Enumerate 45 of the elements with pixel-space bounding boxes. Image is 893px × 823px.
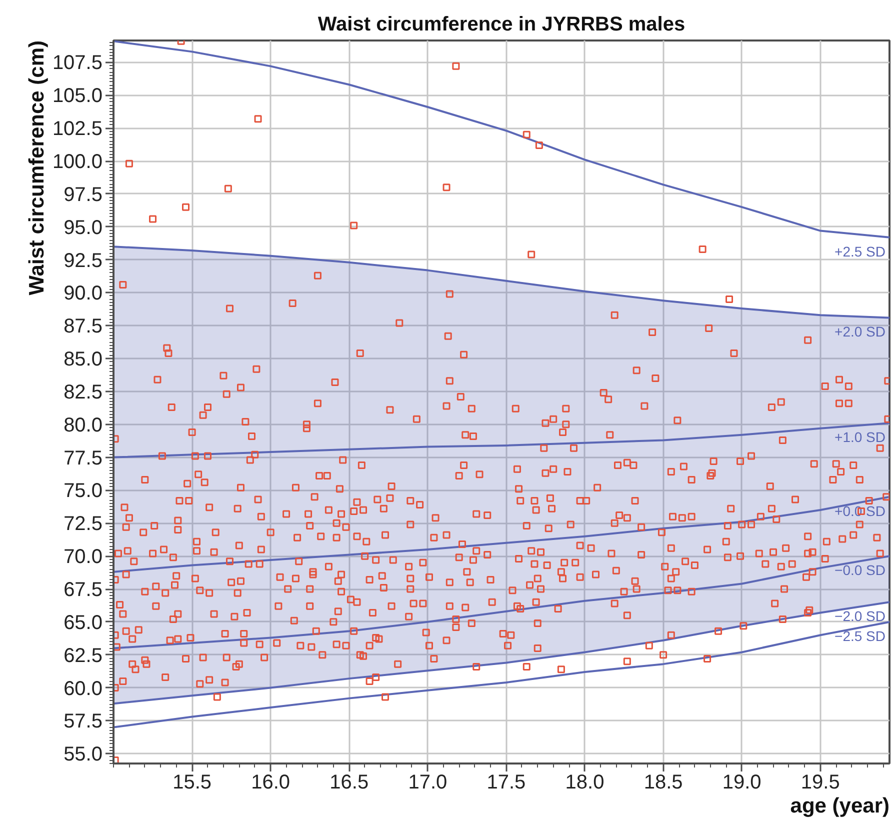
- y-tick-label: 55.0: [64, 744, 103, 766]
- y-tick-label: 70.0: [64, 546, 103, 568]
- x-tick-label: 18.0: [565, 772, 604, 794]
- y-tick-label: 90.0: [64, 282, 103, 305]
- series-label: +2.0 SD: [834, 324, 886, 340]
- y-tick-label: 67.5: [64, 579, 103, 602]
- y-tick-label: 102.5: [52, 118, 103, 140]
- chart-title: Waist circumference in JYRRBS males: [318, 14, 686, 36]
- y-tick-label: 92.5: [64, 250, 103, 272]
- y-tick-label: 57.5: [64, 710, 103, 733]
- y-tick-label: 65.0: [64, 612, 103, 634]
- series-label: −0.0 SD: [834, 562, 886, 578]
- x-tick-label: 18.5: [644, 772, 683, 794]
- x-tick-label: 17.0: [408, 772, 448, 794]
- line-series: [114, 555, 890, 650]
- x-tick-label: 19.0: [722, 772, 762, 794]
- y-tick-label: 60.0: [64, 678, 103, 700]
- series-label: +2.5 SD: [834, 243, 886, 260]
- series-label: −2.5 SD: [834, 628, 886, 644]
- y-tick-label: 75.0: [64, 480, 103, 502]
- series-label: −2.0 SD: [834, 608, 886, 624]
- x-tick-label: 19.5: [800, 772, 840, 794]
- y-tick-label: 107.5: [52, 52, 103, 74]
- y-tick-label: 95.0: [64, 216, 103, 239]
- y-tick-label: 85.0: [64, 348, 103, 371]
- y-tick-label: 80.0: [64, 414, 103, 436]
- y-tick-label: 105.0: [52, 85, 103, 108]
- x-tick-label: 17.5: [486, 772, 526, 794]
- y-tick-label: 62.5: [64, 644, 103, 667]
- y-axis-title: Waist circumference (cm): [26, 40, 48, 296]
- y-tick-label: 97.5: [64, 184, 103, 206]
- y-tick-label: 77.5: [64, 447, 103, 470]
- line-series: [114, 40, 890, 238]
- line-series: [114, 246, 890, 319]
- line-series: [114, 601, 890, 705]
- line-series: [114, 620, 890, 728]
- x-tick-label: 16.5: [330, 772, 369, 794]
- series-label: +1.0 SD: [834, 429, 886, 446]
- x-tick-label: 15.5: [172, 772, 212, 794]
- y-tick-label: 72.5: [64, 513, 103, 536]
- y-tick-label: 82.5: [64, 381, 103, 404]
- x-axis-title: age (year): [790, 794, 890, 818]
- y-tick-label: 100.0: [52, 151, 103, 173]
- y-tick-label: 87.5: [64, 316, 103, 338]
- x-tick-label: 16.0: [251, 772, 290, 794]
